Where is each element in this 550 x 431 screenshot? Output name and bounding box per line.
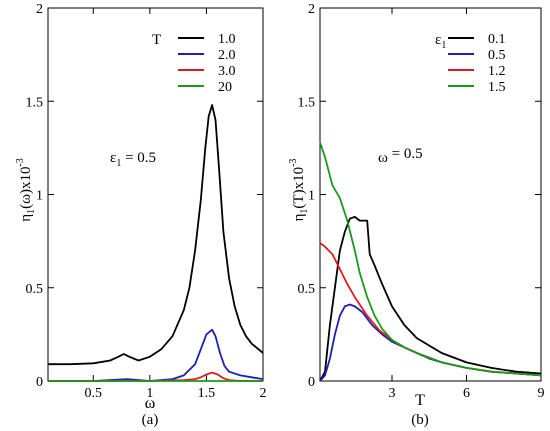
panel-b-y-tick-label: 1 xyxy=(308,189,315,204)
panel-b-y-label-base: η xyxy=(291,213,307,221)
panel-b-y-label-sub: 1 xyxy=(299,209,310,214)
panel-b-series-1_2-line xyxy=(319,242,542,377)
panel-b-legend-label: 0.1 xyxy=(488,32,506,47)
panel-b-panel-label: (b) xyxy=(411,412,429,428)
panel-a-legend-label: 20 xyxy=(218,80,232,95)
panel-a-panel-label: (a) xyxy=(142,412,159,428)
panel-a-legend-label: 3.0 xyxy=(218,64,236,79)
panel-b-legend-title: ε1 xyxy=(435,32,446,51)
panel-a-legend-title: T xyxy=(152,32,161,48)
panel-b-series-0_1-line xyxy=(319,215,542,382)
panel-b-y-tick-label: 0.5 xyxy=(298,282,316,297)
svg-text:η1(T)x10-3: η1(T)x10-3 xyxy=(288,159,310,222)
panel-a-series-1_0-line xyxy=(48,104,264,366)
panel-a-y-tick-label: 2 xyxy=(36,2,43,17)
panel-a-y-axis-label: η1(ω)x10-3 xyxy=(15,158,37,222)
panel-b-annotation: ω = 0.5 xyxy=(378,146,423,166)
panel-a-x-tick-label: 1 xyxy=(146,386,153,401)
panel-b-x-axis-label: T xyxy=(415,392,425,409)
panel-a-series-2_0-line xyxy=(48,328,264,382)
panel-a-legend-label: 2.0 xyxy=(218,48,236,63)
panel-b-y-tick-label: 0 xyxy=(308,375,315,390)
panel-a-y-label-base: η xyxy=(18,214,34,222)
panel-b-y-tick-label: 1.5 xyxy=(298,95,316,110)
panel-b-x-tick-label: 9 xyxy=(538,386,545,401)
panel-a-y-tick-label: 0.5 xyxy=(26,282,44,297)
panel-a-legend-label: 1.0 xyxy=(218,32,236,47)
panel-a-x-axis-label: ω xyxy=(145,395,156,412)
panel-b-y-axis-label: η1(T)x10-3 xyxy=(288,159,310,222)
panel-a-x-tick-label: 1.5 xyxy=(198,386,216,401)
panel-a-y-label-sup: -3 xyxy=(15,158,26,166)
panel-b: η1(T)x10-3 T (b) ε1 ω = 0.5 00.511.523 6 9… xyxy=(288,2,545,428)
panel-b-x-tick-label: 3 xyxy=(389,386,396,401)
panel-b-legend-label: 1.2 xyxy=(488,64,506,79)
panel-a-y-label-mid: (ω)x10 xyxy=(18,167,34,209)
panel-b-legend-label: 0.5 xyxy=(488,48,506,63)
panel-b-x-tick-label: 6 xyxy=(463,386,470,401)
panel-a-y-tick-label: 1.5 xyxy=(26,95,44,110)
panel-b-plot-frame xyxy=(319,7,542,382)
panel-b-y-tick-label: 2 xyxy=(308,2,315,17)
panel-b-y-label-mid: (T)x10 xyxy=(291,167,307,209)
panel-a-x-tick-label: 2 xyxy=(260,386,267,401)
panel-b-y-label-sup: -3 xyxy=(288,159,299,167)
panel-a-y-label-sub: 1 xyxy=(26,209,37,214)
panel-a-annotation: ε1 = 0.5 xyxy=(110,150,156,169)
panel-b-series-1_5-line xyxy=(319,142,542,377)
panel-a: η1(ω)x10-3 ω (a) T ε1 = 0.5 00.511.520.5… xyxy=(15,2,267,428)
panel-a-x-tick-label: 0.5 xyxy=(85,386,103,401)
panel-b-legend-label: 1.5 xyxy=(488,80,506,95)
svg-text:η1(ω)x10-3: η1(ω)x10-3 xyxy=(15,158,37,222)
panel-a-y-tick-label: 0 xyxy=(36,375,43,390)
panel-a-y-tick-label: 1 xyxy=(36,189,43,204)
